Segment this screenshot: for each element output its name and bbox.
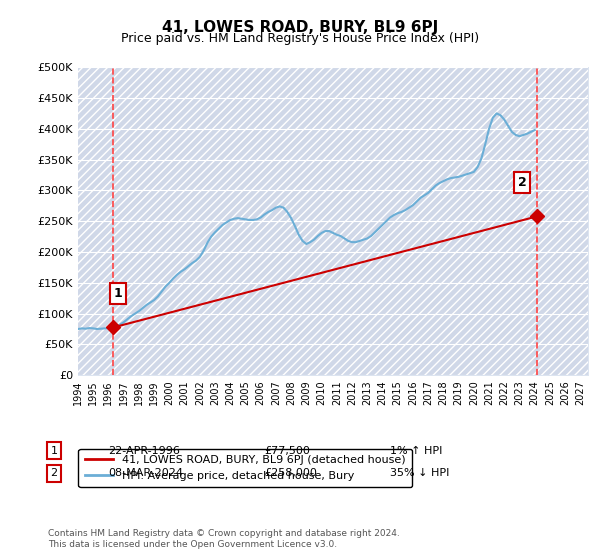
Text: Contains HM Land Registry data © Crown copyright and database right 2024.
This d: Contains HM Land Registry data © Crown c… xyxy=(48,529,400,549)
Text: Price paid vs. HM Land Registry's House Price Index (HPI): Price paid vs. HM Land Registry's House … xyxy=(121,32,479,45)
Text: £258,000: £258,000 xyxy=(264,468,317,478)
Text: 22-APR-1996: 22-APR-1996 xyxy=(108,446,180,456)
Legend: 41, LOWES ROAD, BURY, BL9 6PJ (detached house), HPI: Average price, detached hou: 41, LOWES ROAD, BURY, BL9 6PJ (detached … xyxy=(79,449,412,487)
Text: 35% ↓ HPI: 35% ↓ HPI xyxy=(390,468,449,478)
Text: 1: 1 xyxy=(113,287,122,300)
Text: 41, LOWES ROAD, BURY, BL9 6PJ: 41, LOWES ROAD, BURY, BL9 6PJ xyxy=(162,20,438,35)
Text: 1: 1 xyxy=(50,446,58,456)
Text: 2: 2 xyxy=(50,468,58,478)
Text: 2: 2 xyxy=(518,176,527,189)
Text: 1% ↑ HPI: 1% ↑ HPI xyxy=(390,446,442,456)
Text: £77,500: £77,500 xyxy=(264,446,310,456)
Text: 08-MAR-2024: 08-MAR-2024 xyxy=(108,468,183,478)
